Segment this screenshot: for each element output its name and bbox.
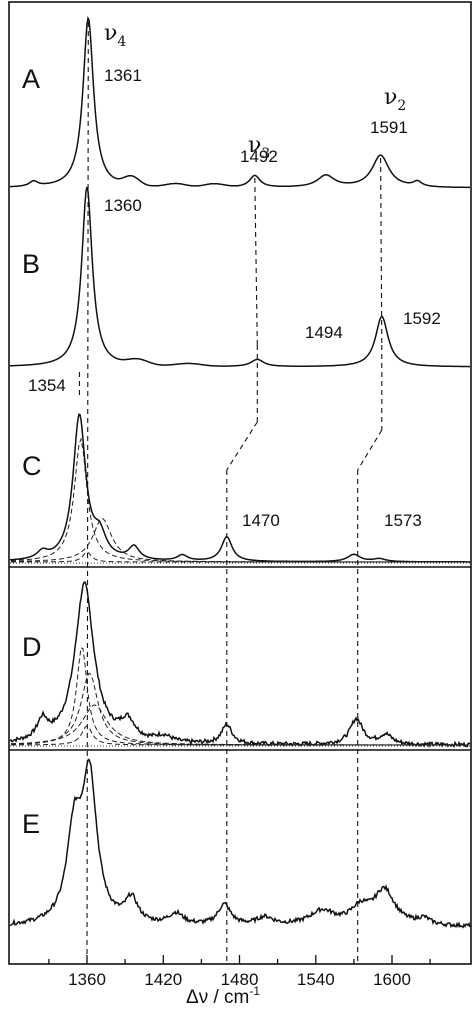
dashed-guide-3 xyxy=(226,421,258,471)
component-fit-c-0 xyxy=(11,437,469,563)
component-fit-d-1 xyxy=(11,672,469,746)
spectrum-line-d xyxy=(9,581,471,749)
mode-label-nu3: ν3 xyxy=(248,133,270,162)
mode-label-nu4: ν4 xyxy=(104,21,126,50)
x-tick-label-1540: 1540 xyxy=(297,970,335,989)
component-fit-d-0 xyxy=(11,647,469,746)
x-axis-ticks: 1360 1420 1480 1540 1600 xyxy=(48,955,431,989)
x-tick-label-1420: 1420 xyxy=(144,970,182,989)
peak-label-c-1354: 1354 xyxy=(28,376,66,395)
panel-letter-d: D xyxy=(22,632,42,662)
component-fit-c-1 xyxy=(11,518,469,563)
dashed-guide-1 xyxy=(254,177,258,346)
x-tick-label-1480: 1480 xyxy=(221,970,259,989)
peak-label-b-1360: 1360 xyxy=(104,196,142,215)
x-tick-label-1600: 1600 xyxy=(373,970,411,989)
peak-label-c-1470: 1470 xyxy=(242,511,280,530)
peak-label-c-1573: 1573 xyxy=(384,511,422,530)
dashed-guides xyxy=(78,21,383,963)
dashed-guide-7 xyxy=(357,429,383,471)
component-fit-c-2 xyxy=(11,551,469,563)
peak-label-a-1492: 1492 xyxy=(240,147,278,166)
spectrum-line-b xyxy=(9,186,470,368)
dashed-guide-5 xyxy=(380,157,383,346)
peak-label-a-1591: 1591 xyxy=(370,118,408,137)
x-axis-label: Δν / cm-1 xyxy=(186,984,260,1008)
component-fit-d-2 xyxy=(11,704,469,746)
mode-label-nu2: ν2 xyxy=(384,85,406,114)
peak-label-b-1494: 1494 xyxy=(305,323,343,342)
spectrum-line-e xyxy=(9,758,471,929)
x-tick-label-1360: 1360 xyxy=(68,970,106,989)
panel-letter-a: A xyxy=(22,64,40,94)
peak-label-b-1592: 1592 xyxy=(403,309,441,328)
component-fit-d-3 xyxy=(11,725,469,746)
panel-letter-c: C xyxy=(22,451,42,481)
spectrum-line-a xyxy=(10,15,470,189)
spectra-group xyxy=(9,15,471,929)
panel-letter-b: B xyxy=(22,249,40,279)
peak-label-a-1361: 1361 xyxy=(104,66,142,85)
panel-letter-e: E xyxy=(22,809,40,839)
spectrum-line-c xyxy=(9,413,470,563)
